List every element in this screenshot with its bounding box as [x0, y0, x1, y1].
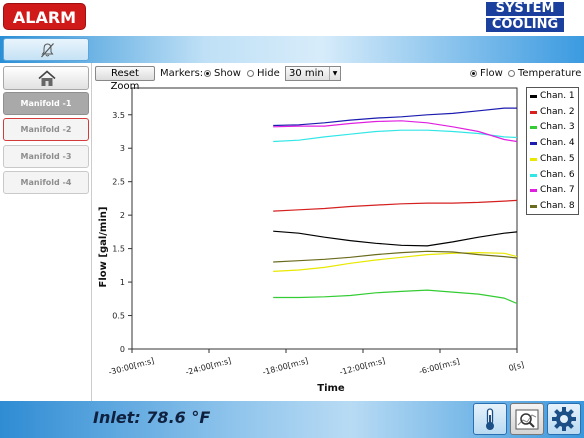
legend-item-chan-7: Chan. 7	[530, 184, 580, 197]
muted-bell-icon	[41, 43, 54, 58]
series-line-chan-4	[273, 107, 517, 127]
legend-label: Chan. 5	[540, 153, 575, 164]
chart-zoom-icon	[515, 409, 539, 430]
series-line-chan-3	[273, 289, 518, 305]
legend-label: Chan. 3	[540, 122, 575, 133]
system-cooling-logo: SYSTEM COOLING	[486, 2, 564, 33]
legend-label: Chan. 6	[540, 169, 575, 180]
chart-button[interactable]	[510, 403, 544, 435]
legend-swatch	[530, 189, 537, 193]
chart-legend: Chan. 1 Chan. 2 Chan. 3 Chan. 4 Chan. 5 Chan.…	[526, 87, 579, 215]
logo-line-2: COOLING	[486, 18, 564, 32]
x-tick-label: 0[s]	[508, 360, 525, 373]
legend-swatch	[530, 204, 537, 208]
legend-item-chan-2: Chan. 2	[530, 106, 580, 119]
series-line-chan-2	[273, 199, 518, 212]
legend-item-chan-3: Chan. 3	[530, 121, 580, 134]
flow-radio[interactable]	[470, 70, 477, 77]
chart-axes: -30:00[m:s] -24:00[m:s] -18:00[m:s] -12:00[…	[108, 87, 525, 377]
settings-button[interactable]	[547, 403, 581, 435]
y-tick-label: 1.5	[112, 245, 125, 254]
y-tick-label: 0.5	[112, 312, 125, 321]
alarm-button[interactable]: ALARM	[3, 3, 86, 30]
y-tick-label: 0	[120, 345, 125, 354]
logo-line-1: SYSTEM	[486, 2, 564, 16]
y-tick-label: 3.5	[112, 111, 125, 120]
plot-frame	[131, 87, 518, 350]
flow-label[interactable]: Flow	[480, 68, 503, 79]
legend-label: Chan. 7	[540, 185, 575, 196]
legend-swatch	[530, 110, 537, 114]
settings-gear-icon	[552, 407, 576, 431]
sidebar-item-manifold-1[interactable]: Manifold -1	[3, 92, 89, 115]
legend-swatch	[530, 157, 537, 161]
y-tick-label: 1	[120, 278, 125, 287]
sidebar-item-manifold-2[interactable]: Manifold -2	[3, 118, 89, 141]
y-tick-label: 2.5	[112, 178, 125, 187]
temperature-radio[interactable]	[508, 70, 515, 77]
markers-hide-radio[interactable]	[247, 70, 254, 77]
legend-item-chan-5: Chan. 5	[530, 153, 580, 166]
legend-swatch	[530, 142, 537, 146]
reset-zoom-button[interactable]: Reset Zoom	[95, 66, 155, 92]
y-tick-label: 3	[120, 144, 125, 153]
x-tick-label: -18:00[m:s]	[262, 356, 310, 377]
legend-label: Chan. 2	[540, 106, 575, 117]
legend-swatch	[530, 173, 537, 177]
legend-swatch	[530, 126, 537, 130]
inlet-temperature: Inlet: 78.6 °F	[93, 408, 211, 427]
legend-label: Chan. 4	[540, 138, 575, 149]
flow-chart[interactable]: -30:00[m:s] -24:00[m:s] -18:00[m:s] -12:00[…	[92, 82, 582, 398]
x-tick-label: -6:00[m:s]	[418, 357, 461, 376]
legend-item-chan-4: Chan. 4	[530, 137, 580, 150]
legend-item-chan-6: Chan. 6	[530, 169, 580, 182]
top-header: ALARM SYSTEM COOLING	[0, 0, 584, 36]
y-tick-label: 2	[120, 211, 125, 220]
temperature-button[interactable]	[473, 403, 507, 435]
chart-series	[273, 107, 518, 305]
series-line-chan-8	[273, 250, 518, 263]
thermometer-icon	[486, 408, 494, 430]
series-line-chan-1	[273, 230, 518, 247]
mute-alarm-button[interactable]	[3, 38, 89, 61]
x-tick-label: -12:00[m:s]	[339, 356, 387, 377]
legend-label: Chan. 1	[540, 91, 575, 101]
time-range-select[interactable]: 30 min ▼	[285, 66, 341, 81]
legend-label: Chan. 8	[540, 200, 575, 211]
legend-item-chan-1: Chan. 1	[530, 90, 580, 103]
legend-swatch	[530, 95, 537, 98]
x-tick-label: -30:00[m:s]	[108, 356, 156, 377]
sidebar-item-manifold-3[interactable]: Manifold -3	[3, 145, 89, 168]
legend-item-chan-8: Chan. 8	[530, 200, 580, 213]
home-button[interactable]	[3, 66, 89, 90]
temperature-label[interactable]: Temperature	[518, 68, 582, 79]
chevron-down-icon: ▼	[329, 67, 340, 80]
series-line-chan-7	[273, 120, 518, 143]
series-line-chan-5	[273, 251, 518, 272]
markers-show-radio[interactable]	[204, 70, 211, 77]
x-axis-label: Time	[317, 383, 345, 394]
markers-label: Markers:	[160, 68, 204, 79]
x-tick-label: -24:00[m:s]	[185, 356, 233, 377]
time-range-value: 30 min	[289, 68, 324, 79]
home-icon	[38, 70, 56, 86]
markers-show-label[interactable]: Show	[214, 68, 241, 79]
y-axis-label: Flow [gal/min]	[98, 207, 109, 288]
sidebar-item-manifold-4[interactable]: Manifold -4	[3, 171, 89, 194]
markers-hide-label[interactable]: Hide	[257, 68, 280, 79]
nav-bar	[0, 36, 584, 63]
